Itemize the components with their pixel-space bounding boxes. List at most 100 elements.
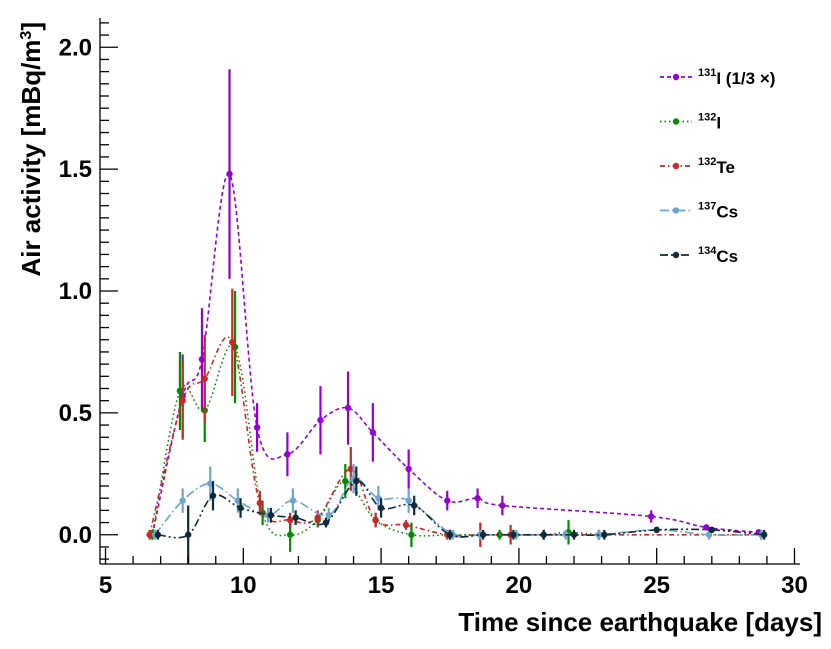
legend-marker: [672, 207, 680, 214]
data-point: [207, 480, 214, 487]
y-axis-title-sup: 3: [18, 31, 35, 40]
data-point: [237, 504, 244, 512]
legend-isotope-name: Cs: [716, 247, 738, 266]
data-point: [705, 531, 713, 538]
legend-isotope-name: I (1/3 ×): [716, 69, 775, 88]
data-point: [179, 497, 186, 504]
data-point: [375, 494, 382, 502]
data-point: [314, 514, 321, 521]
data-point: [601, 531, 608, 538]
data-point: [234, 497, 241, 504]
data-point: [256, 499, 264, 507]
data-point: [325, 512, 332, 519]
data-point: [653, 526, 660, 534]
legend-entry-0: 131I (1/3 ×): [660, 67, 775, 88]
data-point: [372, 516, 379, 524]
legend-entry-1: 132I: [660, 112, 721, 133]
legend-isotope-mass: 137: [698, 201, 716, 213]
x-axis-ticks: 5 10 15 20 25 30: [99, 548, 808, 599]
series-line: [154, 477, 762, 539]
legend-label: 134Cs: [698, 245, 738, 266]
legend-entry-3: 137Cs: [660, 201, 738, 222]
data-point: [474, 494, 481, 502]
data-point: [184, 531, 192, 538]
data-point: [408, 531, 415, 538]
legend-marker: [672, 73, 680, 81]
data-point: [226, 170, 233, 178]
legend-label: 132I: [698, 112, 721, 133]
y-tick-label: 1.5: [59, 156, 92, 183]
data-point: [289, 497, 297, 504]
y-tick-label: 1.0: [59, 278, 92, 305]
data-point: [647, 513, 655, 520]
data-point: [353, 477, 360, 485]
y-tick-label: 0.0: [59, 522, 92, 549]
series-4: [154, 466, 768, 564]
data-point: [201, 375, 208, 382]
data-point: [317, 416, 324, 424]
x-tick-label: 10: [230, 572, 257, 599]
y-axis-title-main: Air activity [mBq/m: [16, 40, 46, 277]
y-axis-ticks: 0.0 0.5 1.0 1.5 2.0: [59, 22, 118, 560]
data-point: [154, 531, 162, 538]
y-tick-label: 0.5: [59, 400, 92, 427]
data-point: [570, 531, 578, 538]
data-point: [405, 497, 412, 504]
legend-isotope-name: Cs: [716, 203, 738, 222]
data-point: [446, 531, 454, 538]
data-point: [146, 531, 153, 538]
y-tick-label: 2.0: [59, 34, 92, 61]
data-point: [499, 502, 506, 509]
data-point: [760, 531, 768, 538]
legend-isotope-name: Te: [716, 158, 735, 177]
legend-marker: [672, 162, 680, 170]
data-point: [253, 424, 261, 431]
x-axis-title: Time since earthquake [days]: [458, 607, 822, 637]
data-point: [179, 397, 186, 404]
data-point: [479, 531, 487, 538]
data-point: [267, 512, 275, 519]
legend-marker: [672, 251, 680, 259]
data-point: [377, 504, 385, 512]
y-axis-title: Air activity [mBq/m3]: [16, 22, 46, 277]
series-line: [157, 480, 765, 539]
legend-isotope-mass: 131: [698, 67, 716, 79]
series-line: [151, 343, 599, 537]
legend-entry-4: 134Cs: [660, 245, 738, 266]
data-point: [540, 531, 547, 538]
data-point: [284, 451, 291, 458]
x-tick-label: 30: [781, 572, 808, 599]
data-point: [347, 465, 354, 473]
data-point: [402, 521, 410, 529]
legend-label: 137Cs: [698, 201, 738, 222]
data-point: [322, 519, 330, 526]
legend-entry-2: 132Te: [660, 156, 735, 177]
data-point: [510, 531, 517, 538]
data-point: [405, 465, 412, 473]
data-point: [344, 404, 352, 412]
series-3: [151, 464, 765, 540]
series-line: [151, 173, 759, 535]
data-point: [292, 514, 299, 521]
legend-marker: [672, 118, 680, 125]
legend-isotope-mass: 132: [698, 112, 716, 124]
x-tick-label: 15: [368, 572, 395, 599]
legend-isotope-name: I: [716, 114, 721, 133]
data-point: [209, 492, 217, 499]
data-point: [176, 387, 184, 395]
y-axis-title-end: ]: [16, 22, 46, 31]
data-point: [231, 343, 239, 351]
legend-isotope-mass: 132: [698, 156, 716, 168]
data-point: [410, 502, 418, 509]
legend-isotope-mass: 134: [698, 245, 717, 257]
data-point: [444, 497, 451, 504]
x-tick-label: 20: [506, 572, 533, 599]
data-point: [342, 477, 349, 485]
data-point: [229, 338, 236, 346]
series-1: [149, 291, 603, 552]
series-0: [149, 69, 762, 540]
legend-label: 132Te: [698, 156, 735, 177]
legend-label: 131I (1/3 ×): [698, 67, 775, 88]
